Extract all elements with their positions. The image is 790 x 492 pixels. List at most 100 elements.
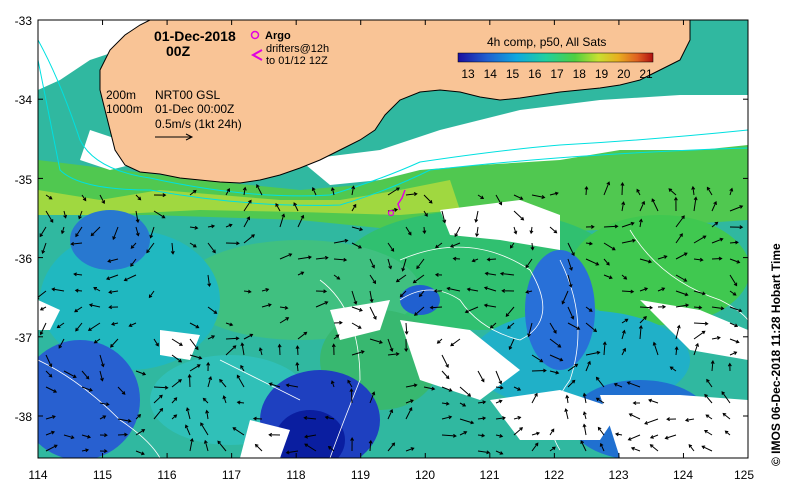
float-legend: Argo drifters@12h to 01/12 12Z — [250, 30, 329, 67]
current-vector — [549, 446, 556, 452]
current-vector — [304, 443, 317, 452]
colorbar-tick-label: 21 — [639, 67, 653, 81]
current-vector — [135, 370, 147, 376]
current-vector — [236, 400, 245, 405]
current-vector — [297, 214, 305, 228]
current-vector — [74, 288, 83, 293]
current-vector — [333, 320, 343, 325]
current-vector — [297, 271, 305, 276]
current-vector — [638, 325, 643, 340]
lat-tick-label: -37 — [15, 331, 33, 345]
current-vector — [652, 341, 659, 356]
current-vector — [729, 338, 740, 344]
current-vector — [603, 258, 610, 266]
current-vector — [459, 418, 475, 425]
current-vector — [565, 394, 570, 404]
current-vector — [279, 305, 289, 310]
current-vector — [45, 194, 53, 200]
current-vector — [477, 370, 485, 383]
current-vector — [691, 185, 696, 196]
current-vector — [675, 233, 683, 244]
current-vector — [499, 271, 515, 276]
current-vector — [567, 379, 576, 388]
current-vector — [429, 305, 443, 310]
current-vector — [549, 226, 558, 234]
current-vector — [387, 442, 396, 452]
current-vector — [405, 192, 418, 196]
current-vector — [205, 409, 210, 420]
current-vector — [711, 306, 725, 311]
current-vector — [495, 450, 504, 455]
current-vector — [401, 258, 407, 272]
lon-tick-label: 116 — [157, 468, 176, 482]
lat-tick-label: -34 — [15, 93, 33, 107]
current-vector — [531, 194, 546, 199]
current-vector — [130, 242, 137, 249]
current-vector — [639, 305, 654, 310]
current-vector — [673, 196, 678, 212]
current-vector — [674, 346, 679, 356]
current-vector — [207, 376, 213, 388]
current-vector — [279, 253, 293, 260]
current-vector — [477, 194, 485, 200]
current-vector — [668, 188, 677, 196]
current-vector — [189, 189, 197, 196]
current-vector — [207, 242, 216, 254]
current-vector — [729, 205, 744, 212]
current-vector — [603, 181, 611, 196]
current-vector — [630, 446, 641, 452]
current-vector — [412, 274, 425, 284]
current-vector — [70, 241, 83, 246]
current-vector — [530, 242, 535, 251]
current-vector — [595, 376, 605, 388]
current-vector — [349, 388, 354, 404]
current-vector — [585, 322, 598, 333]
current-vector — [729, 225, 744, 230]
current-vector — [58, 338, 65, 349]
current-vector — [51, 287, 65, 292]
current-vector — [693, 235, 707, 244]
current-vector — [464, 306, 479, 314]
current-vector — [268, 432, 281, 437]
current-vector — [561, 290, 569, 305]
current-vector — [471, 258, 479, 263]
current-vector — [423, 194, 433, 204]
current-vector — [675, 324, 681, 340]
current-vector — [170, 242, 175, 255]
current-vector — [484, 271, 497, 276]
current-vector — [135, 194, 142, 201]
current-vector — [423, 386, 436, 391]
current-vector — [639, 315, 647, 324]
current-vector — [99, 370, 104, 382]
current-vector — [225, 345, 237, 356]
current-vector — [330, 187, 335, 196]
current-vector — [582, 423, 587, 436]
current-vector — [99, 402, 110, 407]
current-vector — [45, 370, 53, 378]
current-vector — [275, 202, 281, 212]
current-vector — [507, 322, 515, 329]
datetime-label: 01-Dec 00:00Z — [155, 102, 234, 116]
current-vector — [387, 258, 393, 270]
current-vector — [675, 290, 689, 297]
current-vector — [200, 422, 209, 436]
current-vector — [567, 306, 575, 320]
current-vector — [649, 434, 659, 439]
current-vector — [585, 350, 601, 356]
current-vector — [620, 182, 625, 196]
current-vector — [225, 322, 234, 327]
current-vector — [416, 258, 425, 270]
info-block: 200m 1000m NRT00 GSL 01-Dec 00:00Z 0.5m/… — [106, 88, 242, 141]
current-vector — [711, 256, 723, 261]
current-vector — [347, 379, 353, 388]
current-vector — [63, 210, 67, 219]
current-vector — [39, 306, 47, 311]
isobath-200m-label: 200m — [106, 88, 136, 102]
current-vector — [441, 370, 450, 380]
current-vector — [135, 414, 142, 420]
current-vector — [729, 187, 734, 196]
current-vector — [711, 201, 717, 212]
current-vector — [585, 224, 595, 229]
current-vector — [706, 186, 713, 196]
current-vector — [632, 401, 640, 406]
